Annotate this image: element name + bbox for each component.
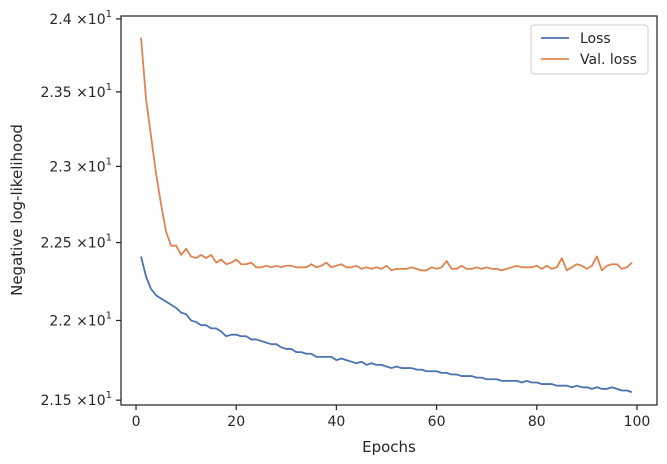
plot-frame [120,15,658,406]
legend-label-val-loss: Val. loss [580,52,637,68]
legend-label-loss: Loss [580,31,611,47]
x-tick-label: 80 [528,414,546,430]
x-axis-label: Epochs [362,438,416,456]
x-tick-label: 40 [327,414,345,430]
y-tick-label: 2.15 ×101 [40,390,112,409]
y-tick-label: 2.4 ×101 [49,9,112,28]
series-line-val-loss [140,37,633,272]
legend: Loss Val. loss [530,24,649,75]
y-tick-label: 2.25 ×101 [40,233,112,252]
y-axis-label: Negative log-likelihood [8,124,26,296]
x-tick-label: 100 [624,414,651,430]
x-tick-label: 0 [132,414,141,430]
series-line-loss [140,256,633,393]
y-tick-label: 2.2 ×101 [49,310,112,329]
y-tick-label: 2.3 ×101 [49,156,112,175]
y-axis: 2.4 ×101 2.35 ×101 2.3 ×101 2.25 ×101 2.2 ×1… [40,9,121,409]
x-tick-label: 20 [227,414,245,430]
x-tick-label: 60 [428,414,446,430]
y-tick-label: 2.35 ×101 [40,82,112,101]
x-axis: 0 20 40 60 80 100 [132,405,651,430]
plot-lines [140,37,633,393]
